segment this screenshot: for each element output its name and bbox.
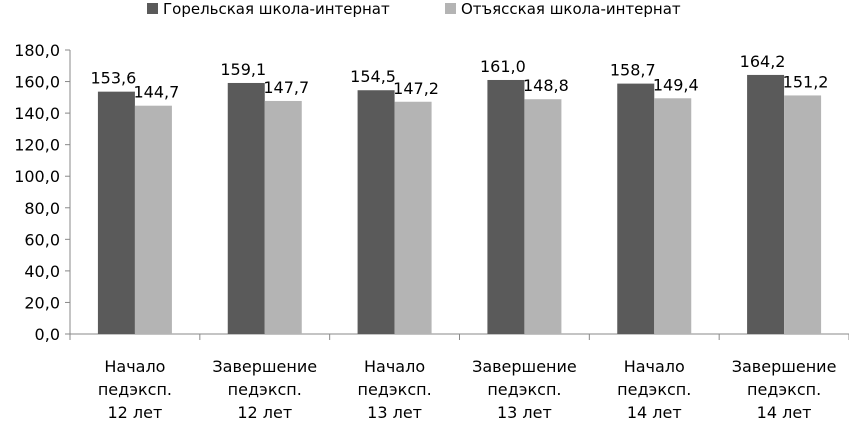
bar-value-label: 151,2	[783, 72, 829, 91]
bar-value-label: 147,2	[393, 79, 439, 98]
bar-series-2	[394, 101, 432, 334]
y-tick-label: 20,0	[24, 293, 60, 312]
legend-label: Отъясская школа-интернат	[461, 0, 681, 18]
x-tick-label: педэксп.	[358, 380, 432, 399]
bar-series-2	[784, 95, 822, 334]
bar-value-label: 158,7	[610, 61, 656, 80]
bar-series-1	[747, 74, 785, 334]
x-tick-labels: Начало педэксп. 12 лет Завершение педэксп. 12…	[98, 357, 837, 422]
axes: 0,0 20,0 40,0 60,0 80,0 100,0 120,0 140,0 160,0 1…	[14, 41, 849, 344]
y-tick-label: 0,0	[35, 325, 60, 344]
bar-value-label: 154,5	[350, 67, 396, 86]
bar-value-label: 149,4	[653, 75, 699, 94]
legend-swatch	[445, 3, 456, 14]
x-tick-label: 14 лет	[757, 403, 812, 422]
x-tick-label: педэксп.	[98, 380, 172, 399]
bar-series-1	[97, 91, 135, 334]
x-tick-label: 13 лет	[497, 403, 552, 422]
y-tick-label: 100,0	[14, 167, 60, 186]
x-tick-label: Начало	[364, 357, 425, 376]
x-tick-label: Начало	[624, 357, 685, 376]
y-tick-label: 40,0	[24, 262, 60, 281]
bar-series-1	[357, 90, 395, 334]
x-tick-label: Завершение	[732, 357, 837, 376]
x-tick-label: Начало	[104, 357, 165, 376]
bar-series-2	[134, 105, 172, 334]
legend-label: Горельская школа-интернат	[163, 0, 390, 18]
bar-series-1	[227, 82, 265, 334]
x-tick-label: Завершение	[472, 357, 577, 376]
bar-series-1	[487, 79, 525, 334]
x-tick-label: 12 лет	[237, 403, 292, 422]
legend: Горельская школа-интернат Отъясская школа…	[147, 0, 681, 18]
x-tick-label: 13 лет	[367, 403, 422, 422]
x-tick-label: 14 лет	[627, 403, 682, 422]
bar-value-label: 161,0	[480, 57, 526, 76]
bar-series-1	[617, 83, 655, 335]
x-tick-label: педэксп.	[487, 380, 561, 399]
bar-series-2	[654, 98, 692, 334]
bar-value-label: 159,1	[220, 60, 266, 79]
y-tick-label: 180,0	[14, 41, 60, 60]
bar-value-label: 153,6	[91, 69, 137, 88]
y-tick-label: 60,0	[24, 230, 60, 249]
x-tick-label: педэксп.	[747, 380, 821, 399]
x-tick-label: 12 лет	[107, 403, 162, 422]
y-tick-label: 120,0	[14, 136, 60, 155]
x-tick-label: педэксп.	[617, 380, 691, 399]
y-tick-label: 160,0	[14, 73, 60, 92]
x-tick-label: педэксп.	[228, 380, 302, 399]
y-tick-label: 80,0	[24, 199, 60, 218]
bar-series-2	[264, 100, 302, 334]
bar-value-label: 148,8	[523, 76, 569, 95]
x-tick-label: Завершение	[212, 357, 317, 376]
bars	[97, 74, 822, 335]
bar-series-2	[524, 99, 562, 334]
bar-value-label: 164,2	[740, 52, 786, 71]
bar-value-label: 144,7	[134, 83, 180, 102]
legend-swatch	[147, 3, 158, 14]
y-tick-label: 140,0	[14, 104, 60, 123]
bar-value-label: 147,7	[263, 78, 309, 97]
